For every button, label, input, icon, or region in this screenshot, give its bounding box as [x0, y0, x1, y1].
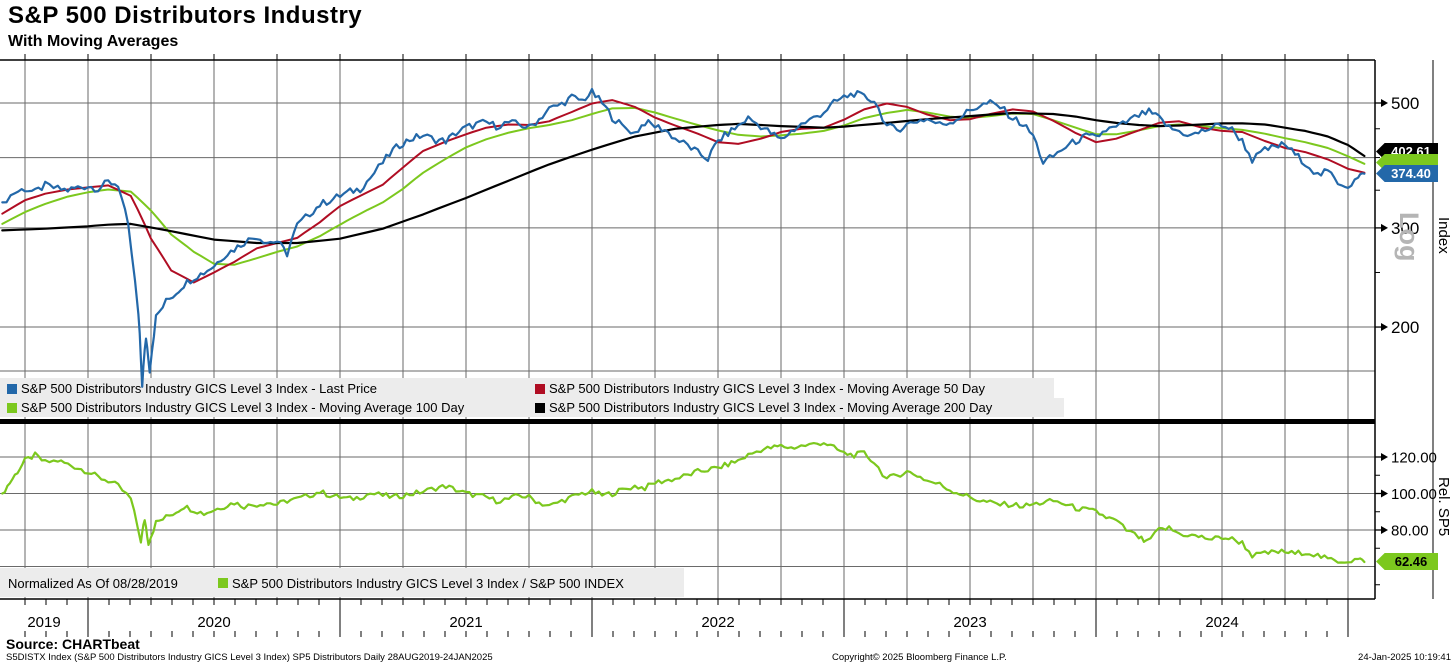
- page-title: S&P 500 Distributors Industry: [8, 2, 363, 29]
- legend-label: S&P 500 Distributors Industry GICS Level…: [21, 400, 465, 415]
- legend-label: S&P 500 Distributors Industry GICS Level…: [21, 381, 377, 396]
- svg-text:120.00: 120.00: [1391, 449, 1437, 466]
- svg-text:80.00: 80.00: [1391, 522, 1429, 539]
- legend-label: S&P 500 Distributors Industry GICS Level…: [549, 400, 993, 415]
- legend-label: S&P 500 Distributors Industry GICS Level…: [549, 381, 985, 396]
- legend-item-ma50[interactable]: S&P 500 Distributors Industry GICS Level…: [535, 379, 985, 398]
- bottom-axis-title: Rel. SP5: [1435, 477, 1452, 537]
- ma100-swatch-icon: [7, 402, 17, 413]
- source-credit: Source: CHARTbeat: [6, 636, 140, 652]
- svg-text:2022: 2022: [701, 614, 734, 631]
- ticker-description: S5DISTX Index (S&P 500 Distributors Indu…: [6, 652, 493, 663]
- svg-text:500: 500: [1391, 94, 1419, 113]
- svg-text:2019: 2019: [27, 614, 60, 631]
- svg-text:2021: 2021: [449, 614, 482, 631]
- normalized-note: Normalized As Of 08/28/2019: [8, 575, 178, 591]
- ma50-swatch-icon: [535, 383, 545, 394]
- relative-swatch-icon: [218, 578, 228, 588]
- relative-value-marker[interactable]: 62.46: [1376, 553, 1438, 570]
- svg-text:100.00: 100.00: [1391, 486, 1437, 503]
- legend-item-ma100[interactable]: S&P 500 Distributors Industry GICS Level…: [7, 398, 464, 417]
- svg-text:2024: 2024: [1205, 614, 1238, 631]
- last-price-marker[interactable]: 374.40: [1376, 165, 1438, 182]
- svg-text:2020: 2020: [197, 614, 230, 631]
- legend-item-last-price[interactable]: S&P 500 Distributors Industry GICS Level…: [7, 379, 377, 398]
- top-axis-title: Index: [1435, 217, 1452, 254]
- copyright-notice: Copyright© 2025 Bloomberg Finance L.P.: [832, 652, 1007, 663]
- svg-text:2023: 2023: [953, 614, 986, 631]
- page-subtitle: With Moving Averages: [8, 33, 179, 50]
- legend-item-relative[interactable]: S&P 500 Distributors Industry GICS Level…: [218, 571, 624, 595]
- svg-text:200: 200: [1391, 318, 1419, 337]
- legend-item-ma200[interactable]: S&P 500 Distributors Industry GICS Level…: [535, 398, 992, 417]
- ma200-swatch-icon: [535, 402, 545, 413]
- log-scale-watermark: Log: [1394, 212, 1424, 262]
- render-timestamp: 24-Jan-2025 10:19:41: [1358, 652, 1451, 663]
- legend-label: S&P 500 Distributors Industry GICS Level…: [232, 575, 624, 591]
- last-price-swatch-icon: [7, 383, 17, 394]
- svg-text:300: 300: [1391, 219, 1419, 238]
